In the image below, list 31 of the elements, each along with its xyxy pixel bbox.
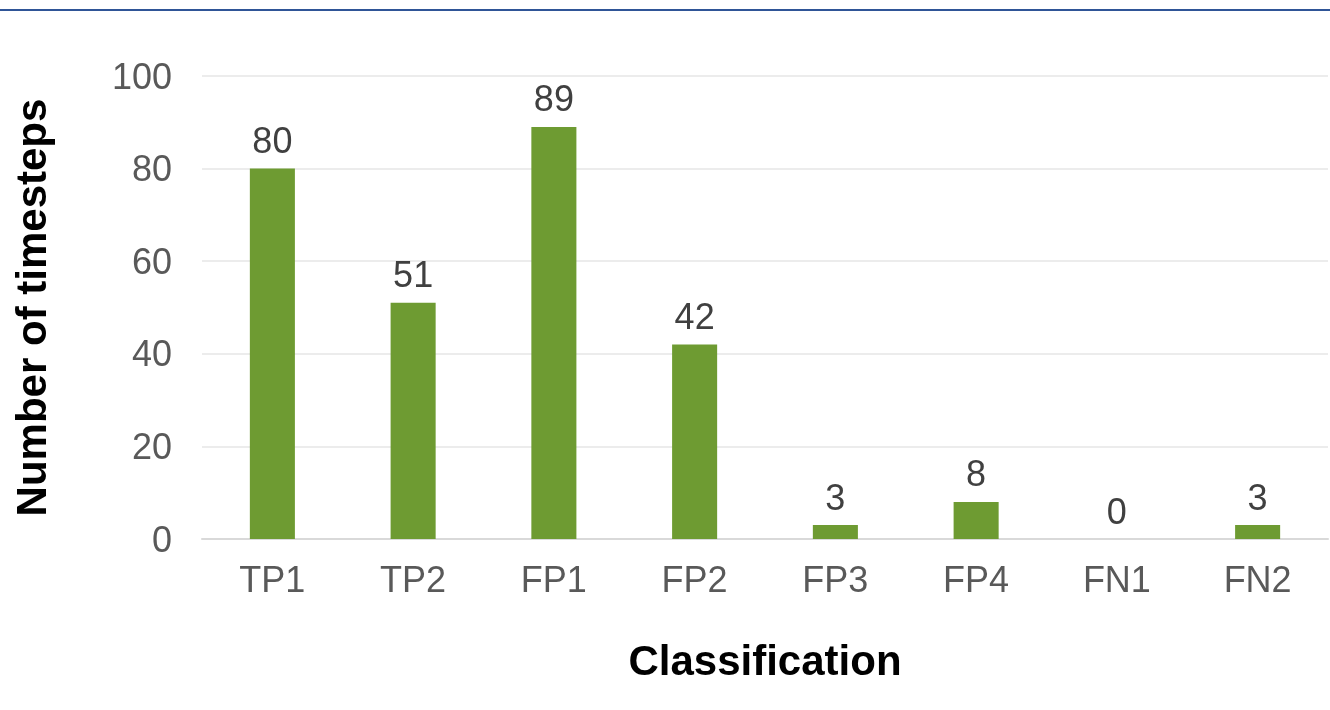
bar xyxy=(953,501,999,539)
data-label: 42 xyxy=(674,296,715,338)
y-tick-label: 80 xyxy=(131,148,172,190)
y-tick-label: 60 xyxy=(131,240,172,282)
data-label: 51 xyxy=(393,254,434,296)
data-label: 89 xyxy=(533,78,574,120)
bar xyxy=(812,525,858,539)
x-axis-title: Classification xyxy=(628,636,902,684)
bar xyxy=(1235,525,1281,539)
x-tick-label: TP1 xyxy=(239,558,306,600)
data-label: 8 xyxy=(966,453,987,495)
x-tick-label: TP2 xyxy=(380,558,447,600)
bar xyxy=(672,344,718,539)
y-tick-label: 20 xyxy=(131,425,172,467)
y-axis-title: Number of timesteps xyxy=(7,98,55,517)
bar xyxy=(390,302,436,539)
x-tick-label: FP3 xyxy=(802,558,869,600)
data-label: 3 xyxy=(825,476,846,518)
y-tick-label: 40 xyxy=(131,333,172,375)
x-tick-label: FP1 xyxy=(520,558,587,600)
x-tick-label: FN2 xyxy=(1223,558,1292,600)
bar xyxy=(531,126,577,539)
y-tick-label: 100 xyxy=(111,55,172,97)
x-tick-label: FP4 xyxy=(943,558,1010,600)
y-tick-label: 0 xyxy=(151,518,172,560)
x-tick-label: FN1 xyxy=(1082,558,1151,600)
data-label: 0 xyxy=(1106,490,1127,532)
x-tick-label: FP2 xyxy=(661,558,728,600)
data-label: 3 xyxy=(1247,476,1268,518)
bar xyxy=(249,168,295,539)
data-label: 80 xyxy=(252,120,293,162)
